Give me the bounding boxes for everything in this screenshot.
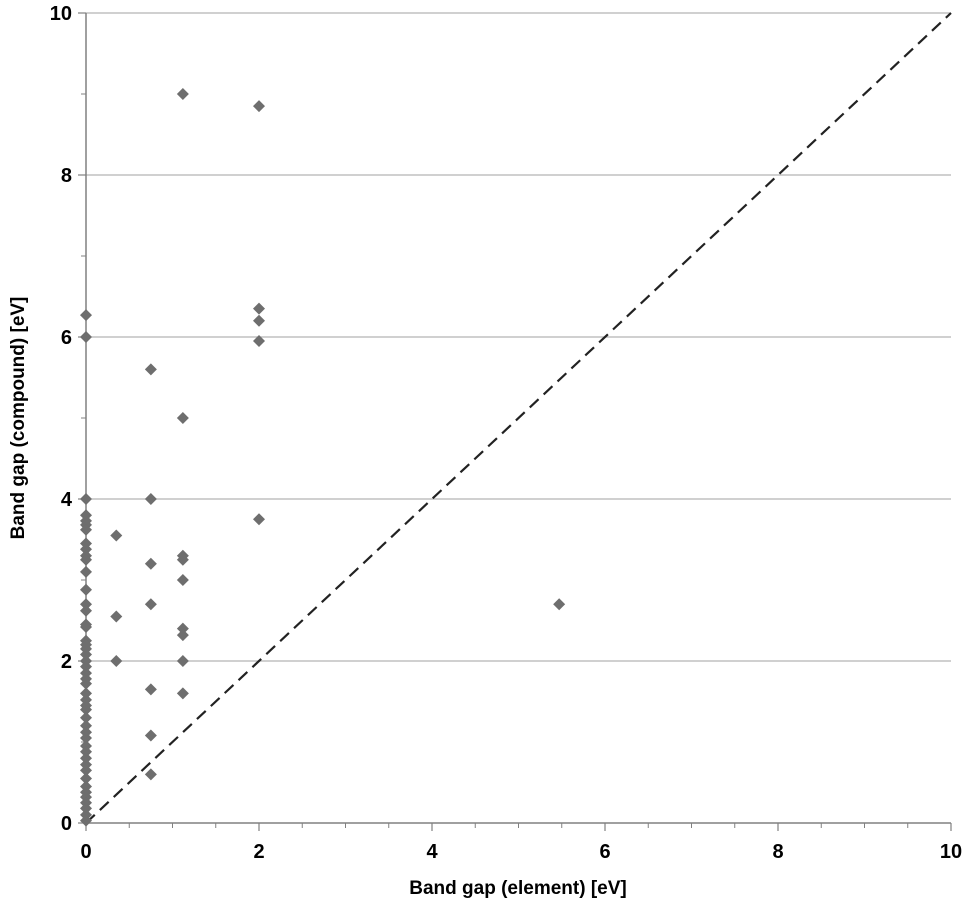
data-point bbox=[80, 677, 92, 690]
data-point bbox=[253, 100, 265, 113]
y-tick-label: 4 bbox=[61, 489, 73, 511]
x-tick-label: 10 bbox=[940, 841, 962, 863]
data-point bbox=[110, 655, 123, 667]
data-point bbox=[144, 363, 157, 376]
y-tick-label: 6 bbox=[61, 327, 72, 349]
data-point bbox=[80, 565, 92, 578]
data-point bbox=[80, 309, 92, 322]
y-tick-label: 8 bbox=[61, 165, 72, 187]
data-point bbox=[80, 703, 92, 716]
data-point bbox=[253, 335, 265, 348]
data-point bbox=[80, 687, 92, 700]
data-point bbox=[144, 598, 157, 611]
data-point bbox=[110, 529, 123, 542]
data-point bbox=[80, 802, 92, 815]
data-point bbox=[144, 683, 157, 696]
data-point bbox=[253, 302, 265, 315]
data-point bbox=[253, 513, 265, 526]
data-point bbox=[176, 629, 189, 642]
data-point bbox=[80, 583, 92, 596]
x-axis-minor-ticks bbox=[81, 93, 909, 828]
data-point bbox=[176, 687, 189, 700]
data-point bbox=[80, 772, 92, 785]
data-point bbox=[80, 764, 92, 777]
data-point bbox=[144, 493, 157, 505]
data-point bbox=[80, 543, 92, 556]
data-point bbox=[80, 752, 92, 765]
x-tick-label: 0 bbox=[80, 841, 91, 863]
data-points bbox=[80, 88, 566, 827]
reference-line-group bbox=[85, 12, 952, 824]
data-point bbox=[253, 314, 265, 327]
y-axis-title: Band gap (compound) [eV] bbox=[8, 297, 29, 540]
data-point bbox=[144, 768, 157, 781]
data-point bbox=[80, 719, 92, 732]
data-point bbox=[80, 814, 92, 827]
data-point bbox=[80, 620, 92, 633]
x-tick-label: 6 bbox=[599, 841, 610, 863]
data-point bbox=[176, 622, 189, 635]
data-point bbox=[176, 553, 189, 566]
data-point bbox=[80, 604, 92, 617]
data-point bbox=[144, 557, 157, 570]
data-point bbox=[144, 729, 157, 742]
data-point bbox=[176, 655, 189, 667]
data-point bbox=[80, 523, 92, 536]
y-tick-label: 10 bbox=[50, 3, 72, 25]
x-tick-label: 8 bbox=[772, 841, 783, 863]
data-point bbox=[80, 331, 92, 343]
data-point bbox=[80, 745, 92, 758]
data-point bbox=[80, 711, 92, 724]
x-axis-title: Band gap (element) [eV] bbox=[409, 878, 626, 899]
data-point bbox=[80, 648, 92, 661]
x-tick-label: 2 bbox=[253, 841, 264, 863]
x-tick-labels: 0 2 4 6 8 10 bbox=[80, 841, 962, 863]
data-point bbox=[176, 574, 189, 586]
data-point bbox=[553, 598, 566, 611]
data-point bbox=[80, 731, 92, 744]
data-point bbox=[110, 610, 123, 623]
y-tick-labels: 0 2 4 6 8 10 bbox=[50, 3, 73, 835]
x-tick-label: 4 bbox=[426, 841, 438, 863]
gridlines bbox=[86, 12, 951, 662]
data-point bbox=[80, 660, 92, 673]
data-point bbox=[80, 598, 92, 611]
reference-line bbox=[85, 12, 952, 824]
data-point bbox=[80, 553, 92, 566]
axes bbox=[78, 12, 952, 831]
y-tick-label: 2 bbox=[61, 651, 72, 673]
data-point bbox=[176, 412, 189, 424]
data-point bbox=[176, 88, 189, 100]
data-point bbox=[80, 493, 92, 505]
y-tick-label: 0 bbox=[61, 813, 72, 835]
